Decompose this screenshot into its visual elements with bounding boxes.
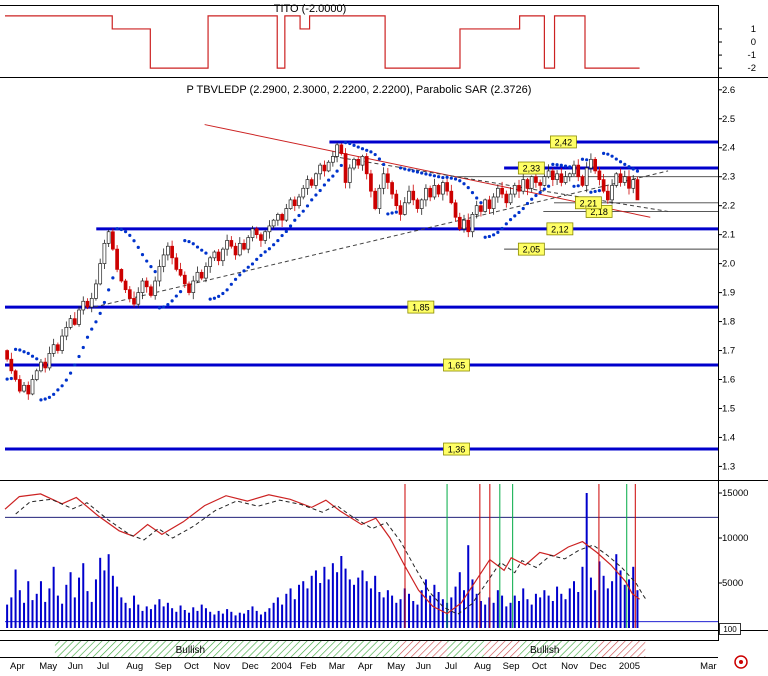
- price-axis-label: 2.0: [722, 259, 735, 270]
- price-axis-label: 1.6: [722, 375, 735, 386]
- month-label: Feb: [300, 661, 316, 672]
- price-axis-label: 2.3: [722, 172, 735, 183]
- month-label: 2005: [619, 661, 640, 672]
- indicator-step-line: [5, 15, 640, 69]
- ribbon-segment-red: [598, 641, 646, 657]
- price-level-label: 1,65: [448, 361, 466, 371]
- price-level-label: 2,33: [523, 164, 541, 174]
- candles-group: [5, 142, 640, 400]
- month-label: Nov: [561, 661, 578, 672]
- price-axis-label: 2.2: [722, 201, 735, 212]
- price-level-label: 1,36: [448, 445, 466, 455]
- month-label: Dec: [590, 661, 607, 672]
- indicator-axis-label: -2: [748, 63, 756, 74]
- volume-axis-label: 15000: [722, 488, 748, 499]
- month-label: Sep: [503, 661, 520, 672]
- volume-oscillator-signal-line: [15, 498, 648, 615]
- volume-bars-group: [6, 493, 639, 628]
- price-level-label-box: [517, 161, 545, 175]
- month-label: Sep: [155, 661, 172, 672]
- ribbon-segment-red: [484, 641, 520, 657]
- price-level-label-box: [407, 300, 435, 314]
- price-level-label-box: [550, 135, 577, 149]
- price-axis-label: 1.3: [722, 461, 735, 472]
- ribbon-segment-green: [54, 641, 401, 657]
- price-level-label: 2,21: [580, 198, 598, 208]
- price-axis-label: 1.7: [722, 346, 735, 357]
- price-axis-label: 1.9: [722, 288, 735, 299]
- price-level-label-box: [546, 222, 574, 236]
- month-label: May: [39, 661, 57, 672]
- month-label: Aug: [474, 661, 491, 672]
- price-axis-label: 2.5: [722, 114, 735, 125]
- volume-axis-label: 5000: [722, 578, 743, 589]
- volume-oscillator-line: [4, 493, 640, 615]
- month-label: Dec: [242, 661, 259, 672]
- trend-state-label: Bullish: [530, 645, 559, 656]
- price-level-label: 2,18: [590, 207, 608, 217]
- month-label: Aug: [126, 661, 143, 672]
- price-axis-label: 1.8: [722, 317, 735, 328]
- ribbon-segment-red: [400, 641, 448, 657]
- month-label: Jul: [97, 661, 109, 672]
- month-label: Oct: [184, 661, 199, 672]
- price-axis-label: 1.4: [722, 432, 735, 443]
- trend-state-label: Bullish: [176, 645, 205, 656]
- month-label: Oct: [532, 661, 547, 672]
- indicator-axis-label: -1: [748, 50, 756, 61]
- month-label: 2004: [271, 661, 292, 672]
- price-level-label: 2,42: [555, 137, 573, 147]
- month-label: May: [387, 661, 405, 672]
- ribbon-segment-green: [519, 641, 599, 657]
- zoom-level-text: 100: [723, 625, 737, 634]
- month-label: Apr: [10, 661, 25, 672]
- price-level-label-box: [575, 196, 602, 210]
- price-level-label-box: [517, 242, 545, 256]
- red-button-icon[interactable]: [734, 655, 748, 669]
- volume-axis-label: 10000: [722, 533, 748, 544]
- price-level-label: 2,05: [523, 245, 541, 255]
- price-level-label-box: [443, 358, 470, 372]
- price-level-label: 2,12: [551, 224, 569, 234]
- price-axis-label: 2.4: [722, 143, 735, 154]
- month-label: Jun: [416, 661, 431, 672]
- month-label: Mar: [329, 661, 345, 672]
- month-label: Jun: [68, 661, 83, 672]
- indicator-title: TITO (-2.0000): [273, 3, 347, 15]
- price-axis-label: 1.5: [722, 403, 735, 414]
- month-label: Nov: [213, 661, 230, 672]
- month-label: Jul: [445, 661, 457, 672]
- zoom-level-box: [719, 623, 741, 635]
- month-label: Mar: [700, 661, 716, 672]
- ribbon-segment-green: [447, 641, 485, 657]
- price-axis-label: 2.6: [722, 85, 735, 96]
- indicator-axis-label: 1: [751, 24, 756, 35]
- indicator-axis-label: 0: [751, 37, 756, 48]
- price-title: P TBVLEDP (2.2900, 2.3000, 2.2200, 2.220…: [186, 84, 532, 96]
- parabolic-sar-dots: [5, 141, 640, 402]
- price-level-label-box: [443, 442, 470, 456]
- month-label: Apr: [358, 661, 373, 672]
- price-axis-label: 2.1: [722, 230, 735, 241]
- price-level-label: 1,85: [412, 303, 430, 313]
